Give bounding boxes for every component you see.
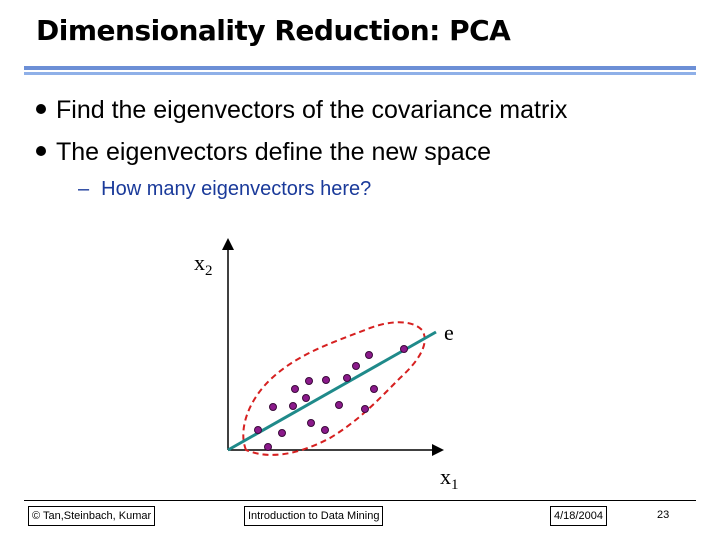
sub-bullet: – How many eigenvectors here?	[78, 178, 371, 201]
pca-diagram: x2 x1 e	[194, 238, 459, 493]
bullet-text: Find the eigenvectors of the covariance …	[56, 96, 568, 124]
footer-copyright: © Tan,Steinbach, Kumar	[28, 506, 156, 526]
data-point	[335, 401, 343, 409]
footer-date: 4/18/2004	[550, 506, 607, 526]
bullet-icon	[36, 104, 46, 115]
data-point	[321, 426, 329, 434]
data-point	[302, 394, 310, 402]
slide-title: Dimensionality Reduction: PCA	[36, 14, 511, 47]
y-axis-label: x2	[194, 250, 213, 279]
data-point	[365, 351, 373, 359]
data-point	[361, 405, 369, 413]
sub-bullet-text: How many eigenvectors here?	[101, 178, 372, 200]
data-point	[307, 419, 315, 427]
title-rule-secondary	[24, 72, 696, 75]
bullet-item: Find the eigenvectors of the covariance …	[36, 96, 567, 125]
data-point	[269, 403, 277, 411]
data-point	[291, 385, 299, 393]
data-point	[305, 377, 313, 385]
footer-page-number: 23	[654, 506, 673, 524]
x-axis-label: x1	[440, 464, 459, 493]
data-point	[289, 402, 297, 410]
cluster-ellipse	[242, 321, 426, 456]
bullet-icon	[36, 146, 46, 157]
data-point	[370, 385, 378, 393]
data-point	[264, 443, 272, 451]
data-point	[352, 362, 360, 370]
data-point	[400, 345, 408, 353]
eigenvector-label: e	[444, 320, 454, 345]
footer-course-title: Introduction to Data Mining	[244, 506, 384, 526]
data-point	[322, 376, 330, 384]
title-rule	[24, 66, 696, 70]
data-point	[343, 374, 351, 382]
data-point	[254, 426, 262, 434]
bullet-item: The eigenvectors define the new space	[36, 138, 491, 167]
slide-footer	[24, 500, 696, 531]
data-point	[278, 429, 286, 437]
bullet-text: The eigenvectors define the new space	[56, 138, 491, 166]
dash-icon: –	[78, 178, 90, 200]
